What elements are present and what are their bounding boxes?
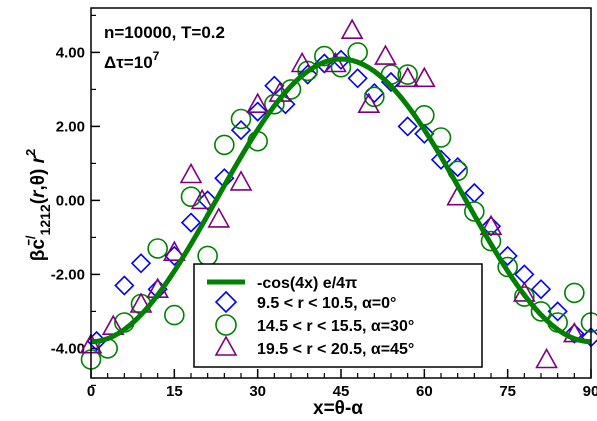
triangle-point [535, 347, 558, 369]
diamond-point [247, 101, 268, 122]
diamond-point [347, 68, 368, 89]
circle-point [147, 238, 168, 259]
axis-ticks: 0 15 30 45 60 75 90 -4.00 -2.00 0.00 2.00 4.00 [51, 14, 597, 400]
diamond-point [114, 275, 135, 296]
y-tick-label: 0.00 [56, 192, 85, 209]
diamond-point [530, 279, 552, 300]
circle-point [280, 79, 302, 100]
triangle-point [374, 44, 397, 65]
diamond-point [330, 49, 352, 70]
diamond-point [547, 301, 568, 322]
circle-point [514, 286, 535, 307]
x-tick-label: 90 [583, 383, 597, 400]
triangle-point [340, 18, 364, 39]
plot-frame [90, 7, 592, 379]
triangle-point [479, 214, 503, 236]
circle-point [397, 64, 418, 85]
triangle-point [290, 51, 314, 73]
legend: -cos(4x) e/4π 9.5 < r < 10.5, α=0° 14.5 … [193, 263, 483, 368]
svg-text:βc̄/1212(r,θ) r2: βc̄/1212(r,θ) r2 [23, 149, 53, 262]
diamond-point [414, 123, 435, 144]
x-tick-label: 60 [416, 383, 433, 400]
x-tick-label: 15 [166, 383, 183, 400]
diamond-point [397, 116, 418, 137]
fit-line [90, 56, 592, 345]
legend-label-diamond: 9.5 < r < 10.5, α=0° [257, 295, 396, 312]
diamond-point [480, 216, 502, 237]
legend-triangle-swatch [214, 335, 238, 356]
x-tick-label: 0 [87, 383, 95, 400]
time-annotation: Δτ=107 [104, 49, 160, 72]
params-annotation: n=10000, T=0.2 [104, 23, 225, 42]
legend-circle-swatch [215, 314, 237, 336]
triangle-point [357, 92, 381, 113]
circle-point [497, 256, 518, 278]
triangle-point [162, 240, 186, 261]
triangle-point [179, 162, 203, 184]
triangle-point [246, 92, 270, 113]
y-axis-title: βc̄/1212(r,θ) r2 [23, 149, 53, 262]
triangle-point [190, 188, 214, 210]
triangle-point [562, 321, 586, 343]
legend-label-triangle: 19.5 < r < 20.5, α=45° [257, 341, 414, 358]
triangle-point [396, 66, 420, 88]
circle-point [480, 230, 502, 252]
diamond-point [564, 323, 585, 344]
legend-label-line: -cos(4x) e/4π [257, 275, 357, 292]
circle-point [180, 186, 202, 207]
y-tick-label: 4.00 [56, 44, 85, 61]
legend-label-circle: 14.5 < r < 15.5, α=30° [257, 318, 414, 335]
x-tick-label: 45 [333, 383, 350, 400]
triangle-point [412, 66, 436, 88]
circle-point [464, 201, 485, 222]
y-tick-label: -2.00 [51, 266, 85, 283]
triangle-point [229, 170, 253, 191]
diamond-point [180, 212, 202, 233]
y-tick-label: -4.00 [51, 340, 85, 357]
circle-point [164, 304, 185, 326]
x-axis-title: x=θ-α [313, 398, 363, 419]
diamond-point [230, 119, 252, 141]
circle-point [197, 245, 218, 267]
circle-point [364, 86, 385, 108]
diamond-point [514, 264, 535, 285]
x-tick-label: 75 [499, 383, 516, 400]
x-tick-label: 30 [249, 383, 266, 400]
diamond-point [130, 253, 152, 274]
y-tick-label: 2.00 [56, 118, 85, 135]
circle-point [564, 282, 585, 304]
circle-point [214, 134, 235, 156]
triangle-point [207, 207, 231, 228]
diamond-point [497, 245, 518, 267]
diamond-point [430, 149, 452, 170]
circle-point [230, 108, 252, 130]
data-points [79, 18, 597, 370]
legend-diamond-swatch [214, 290, 238, 314]
circle-point [530, 301, 552, 322]
diamond-point [197, 190, 218, 211]
